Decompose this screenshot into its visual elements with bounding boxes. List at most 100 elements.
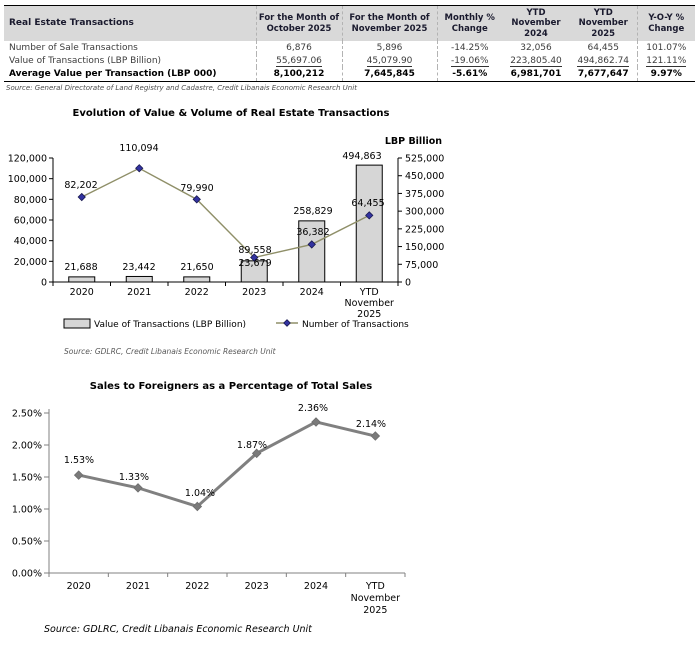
x-axis-label: 2023 — [245, 581, 269, 592]
table-cell: 64,455 — [587, 42, 620, 53]
table-cell: -19.06% — [436, 54, 502, 67]
line-marker-2024 — [311, 417, 321, 427]
line-data-label: 110,094 — [119, 143, 158, 154]
right-axis-title: LBP Billion — [385, 136, 442, 147]
table-source-note: Source: General Directorate of Land Regi… — [6, 84, 357, 92]
line-data-label: 36,382 — [296, 227, 329, 238]
table-cell: 7,677,647 — [577, 69, 629, 79]
table-cell: -5.61% — [436, 67, 502, 82]
y-tick-label: 0.00% — [12, 569, 42, 580]
transactions-line — [81, 167, 370, 259]
legend-line-marker — [283, 319, 291, 327]
right-tick-label: 300,000 — [405, 207, 444, 218]
bar-2021 — [125, 275, 153, 283]
bar-2022 — [183, 276, 211, 283]
column-header: YTD November 2025 — [570, 5, 637, 41]
foreigners-chart: 0.00% 0.50% 1.00% 1.50% 2.00% 2.50% 1.53% 1.33%… — [12, 403, 406, 616]
line-data-label: 2.14% — [356, 419, 386, 430]
left-tick-label: 120,000 — [8, 154, 47, 165]
column-header: For the Month of November 2025 — [341, 5, 437, 41]
y-tick-label: 1.50% — [12, 473, 42, 484]
table-cell: 223,805.40 — [510, 55, 562, 67]
line-data-label: 64,455 — [351, 198, 384, 209]
right-tick-label: 525,000 — [405, 154, 444, 165]
left-tick-label: 0 — [41, 278, 47, 289]
y-tick-label: 0.50% — [12, 537, 42, 548]
line-marker-2023 — [250, 253, 259, 262]
combo-chart-source-note: Source: GDLRC, Credit Libanais Economic … — [64, 347, 276, 356]
y-tick-label: 1.00% — [12, 505, 42, 516]
right-tick-label: 225,000 — [405, 224, 444, 235]
line-data-label: 2.36% — [298, 403, 328, 414]
combo-chart-title: Evolution of Value & Volume of Real Esta… — [72, 108, 390, 119]
foreigners-chart-source-note: Source: GDLRC, Credit Libanais Economic … — [44, 624, 312, 635]
table-row: Value of Transactions (LBP Billion) 55,69… — [4, 54, 695, 67]
left-tick-label: 80,000 — [14, 195, 47, 206]
x-axis-label: 2020 — [67, 581, 91, 592]
table-cell: 32,056 — [520, 42, 552, 53]
right-tick-label: 375,000 — [405, 189, 444, 200]
table-cell: 5,896 — [341, 41, 437, 54]
table-cell: 9.97% — [636, 67, 695, 82]
right-tick-label: 450,000 — [405, 171, 444, 182]
table-cell: -14.25% — [436, 41, 502, 54]
table-cell: 55,697.06 — [255, 54, 342, 67]
column-header: Y-O-Y % Change — [636, 5, 695, 41]
bar-data-label: 21,688 — [64, 262, 97, 273]
table-cell: 45,079.90 — [341, 54, 437, 67]
x-axis-label: November — [345, 298, 395, 309]
line-data-label: 1.33% — [119, 472, 149, 483]
y-tick-label: 2.50% — [12, 409, 42, 420]
x-axis-label: 2020 — [70, 287, 94, 298]
bar-2024 — [298, 220, 326, 283]
table-cell: 494,862.74 — [577, 55, 630, 67]
legend-line-label: Number of Transactions — [302, 320, 409, 330]
x-axis-label: 2025 — [363, 605, 387, 616]
x-axis-label: 2025 — [357, 309, 381, 320]
column-header: For the Month of October 2025 — [255, 5, 342, 41]
line-data-label: 79,990 — [180, 183, 213, 194]
table-header-row: Real Estate Transactions For the Month of… — [4, 5, 695, 41]
bar-data-label: 21,650 — [180, 262, 213, 273]
column-header: Monthly % Change — [436, 5, 502, 41]
x-axis-label: 2021 — [127, 287, 151, 298]
line-marker-YTD November 2025 — [370, 431, 381, 441]
legend-bar-swatch — [63, 318, 91, 329]
table-row: Number of Sale Transactions 6,876 5,896 -14… — [4, 41, 695, 54]
bar-YTD November 2025 — [355, 164, 383, 283]
line-marker-2020 — [77, 192, 86, 202]
line-marker-2022 — [192, 501, 203, 512]
y-tick-label: 2.00% — [12, 441, 42, 452]
row-label: Number of Sale Transactions — [9, 42, 138, 53]
bar-data-label: 494,863 — [342, 151, 381, 162]
table-cell: 6,876 — [255, 41, 342, 54]
table-cell: 6,981,701 — [510, 69, 562, 79]
table-cell: 7,645,845 — [341, 67, 437, 82]
line-marker-2021 — [135, 164, 144, 173]
line-data-label: 82,202 — [64, 180, 97, 191]
row-label: Value of Transactions (LBP Billion) — [9, 55, 162, 66]
left-tick-label: 20,000 — [14, 257, 47, 268]
table-title-cell: Real Estate Transactions — [4, 5, 256, 41]
right-tick-label: 150,000 — [405, 242, 444, 253]
line-data-label: 1.87% — [237, 440, 267, 451]
right-tick-label: 75,000 — [405, 260, 438, 271]
table-body: Number of Sale Transactions 6,876 5,896 -14… — [4, 41, 695, 82]
bar-data-label: 89,558 — [238, 245, 271, 256]
x-axis-label: 2024 — [300, 287, 324, 298]
x-axis-label: 2022 — [185, 581, 209, 592]
line-marker-2024 — [307, 240, 316, 249]
x-axis-label: YTD — [365, 581, 385, 592]
line-marker-2020 — [73, 470, 84, 480]
line-marker-2021 — [133, 483, 143, 493]
line-marker-2022 — [192, 195, 201, 204]
line-marker-YTD November 2025 — [365, 211, 374, 220]
left-tick-label: 100,000 — [8, 174, 47, 185]
line-data-label: 23,679 — [238, 258, 271, 269]
line-data-label: 1.53% — [64, 455, 94, 466]
bar-2020 — [68, 276, 96, 283]
x-axis-label: 2022 — [185, 287, 209, 298]
legend-bar-label: Value of Transactions (LBP Billion) — [94, 320, 246, 330]
x-axis-label: November — [351, 593, 401, 604]
line-marker-2023 — [251, 448, 262, 459]
